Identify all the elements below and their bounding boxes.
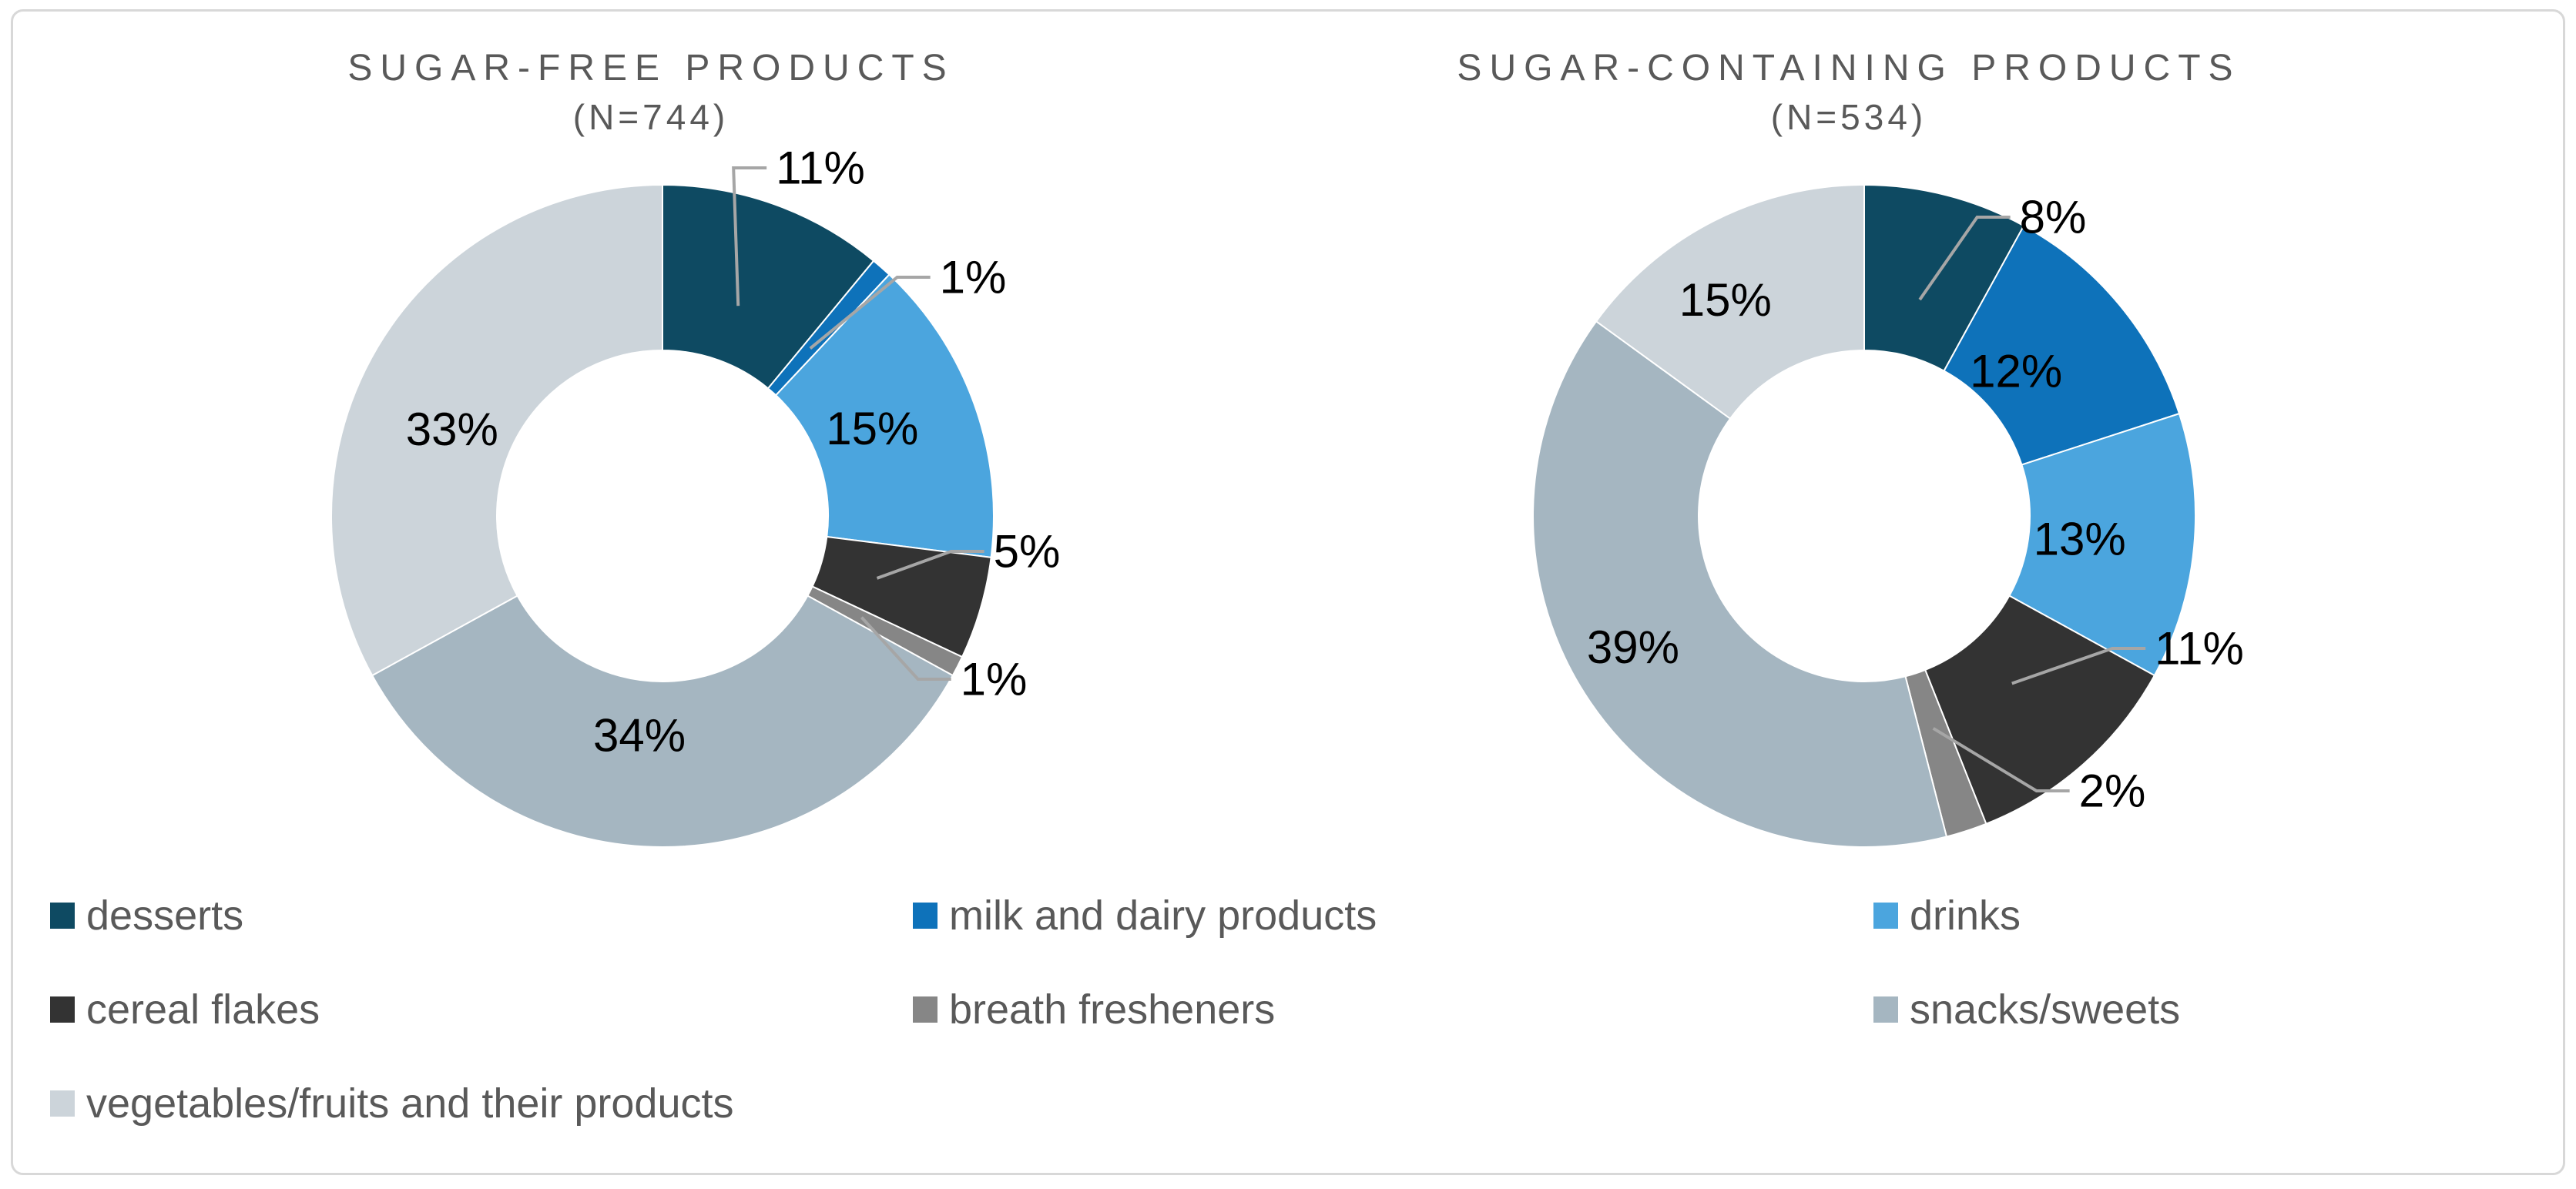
donut-slice-milk-and-dairy-products bbox=[1943, 224, 2181, 466]
legend-swatch-vegetables-fruits-and-their-products bbox=[50, 1090, 75, 1117]
legend-label: vegetables/fruits and their products bbox=[86, 1080, 734, 1127]
data-label-drinks: 15% bbox=[826, 403, 918, 454]
legend-item-vegetables-fruits-and-their-products: vegetables/fruits and their products bbox=[50, 1079, 913, 1128]
chart-subtitle-text: (N=744) bbox=[572, 97, 730, 137]
legend-swatch-cereal-flakes bbox=[50, 996, 75, 1023]
legend-item-cereal-flakes: cereal flakes bbox=[50, 985, 913, 1034]
donut-slice-drinks bbox=[774, 273, 995, 559]
leader-line-breath-fresheners bbox=[1932, 727, 2070, 792]
legend-item-breath-fresheners: breath fresheners bbox=[913, 985, 1873, 1034]
legend-swatch-drinks bbox=[1873, 903, 1898, 929]
donut-sugar-containing-products: 8% 12% 13% 11% 2% 39% 15% bbox=[1532, 183, 2244, 848]
legend-label: snacks/sweets bbox=[1910, 986, 2181, 1033]
data-label-desserts: 8% bbox=[2020, 192, 2087, 243]
legend-swatch-desserts bbox=[50, 903, 75, 929]
leader-line-breath-fresheners bbox=[860, 616, 951, 681]
data-label-cereal-flakes: 11% bbox=[2155, 623, 2244, 675]
donut-slice-drinks bbox=[2008, 412, 2196, 677]
chart-title-text: SUGAR-FREE PRODUCTS bbox=[347, 48, 954, 89]
data-label-breath-fresheners: 2% bbox=[2079, 765, 2146, 817]
donut-slice-vegetables-fruits-and-their-products bbox=[330, 183, 663, 677]
legend-label: drinks bbox=[1910, 893, 2021, 939]
donut-slice-snacks-sweets bbox=[1532, 320, 1948, 848]
legend-item-milk-and-dairy-products: milk and dairy products bbox=[913, 891, 1873, 940]
legend-swatch-breath-fresheners bbox=[913, 996, 937, 1023]
chart-title-sugar-containing: SUGAR-CONTAINING PRODUCTS (N=534) bbox=[1425, 45, 2272, 140]
data-label-drinks: 13% bbox=[2034, 514, 2126, 565]
data-label-milk-and-dairy-products: 12% bbox=[1970, 345, 2062, 397]
legend-label: breath fresheners bbox=[949, 986, 1276, 1033]
legend-swatch-snacks-sweets bbox=[1873, 996, 1898, 1023]
leader-line-desserts bbox=[732, 166, 767, 306]
legend-item-drinks: drinks bbox=[1873, 891, 2180, 940]
data-label-vegetables-fruits-and-their-products: 33% bbox=[406, 404, 498, 455]
data-label-milk-and-dairy-products: 1% bbox=[940, 252, 1007, 303]
chart-subtitle-text: (N=534) bbox=[1770, 97, 1927, 137]
donut-slice-desserts bbox=[662, 183, 875, 390]
chart-legend: desserts milk and dairy products drinks … bbox=[50, 869, 2180, 1150]
legend-label: desserts bbox=[86, 893, 244, 939]
data-label-snacks-sweets: 34% bbox=[593, 710, 686, 762]
donut-sugar-free-products: 11% 1% 15% 5% 1% 34% 33% bbox=[330, 142, 1061, 848]
data-label-vegetables-fruits-and-their-products: 15% bbox=[1679, 274, 1772, 326]
legend-item-desserts: desserts bbox=[50, 891, 913, 940]
leader-line-cereal-flakes bbox=[2011, 647, 2146, 685]
legend-item-snacks-sweets: snacks/sweets bbox=[1873, 985, 2180, 1034]
donut-slice-snacks-sweets bbox=[371, 594, 954, 848]
data-label-breath-fresheners: 1% bbox=[961, 654, 1028, 705]
data-label-cereal-flakes: 5% bbox=[994, 526, 1061, 578]
data-label-desserts: 11% bbox=[776, 142, 865, 194]
chart-title-sugar-free: SUGAR-FREE PRODUCTS (N=744) bbox=[227, 45, 1075, 140]
chart-title-text: SUGAR-CONTAINING PRODUCTS bbox=[1457, 48, 2241, 89]
legend-swatch-milk-and-dairy-products bbox=[913, 903, 937, 929]
legend-label: milk and dairy products bbox=[949, 893, 1377, 939]
data-label-snacks-sweets: 39% bbox=[1587, 621, 1679, 673]
leader-line-milk-and-dairy-products bbox=[809, 276, 931, 350]
leader-line-desserts bbox=[1918, 216, 2011, 301]
leader-line-cereal-flakes bbox=[876, 550, 984, 580]
donut-slice-vegetables-fruits-and-their-products bbox=[1595, 183, 1865, 420]
legend-label: cereal flakes bbox=[86, 986, 320, 1033]
